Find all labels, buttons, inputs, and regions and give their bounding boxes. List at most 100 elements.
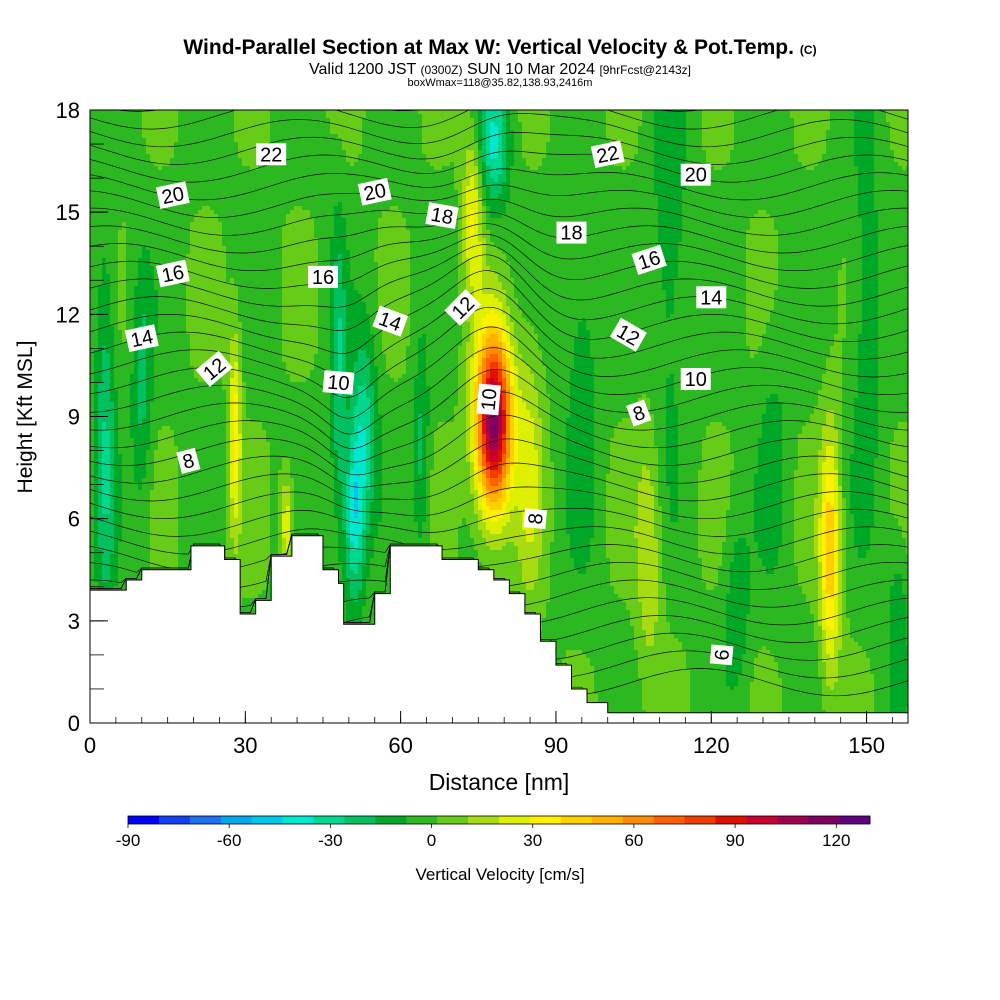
w-cell <box>102 182 107 187</box>
w-cell <box>98 298 103 303</box>
w-cell <box>110 394 115 399</box>
w-cell <box>122 514 127 519</box>
w-cell <box>106 246 111 251</box>
w-cell <box>90 398 95 403</box>
w-cell <box>98 178 103 183</box>
w-cell <box>102 378 107 383</box>
w-cell <box>130 278 135 283</box>
w-cell <box>118 514 123 519</box>
w-cell <box>110 274 115 279</box>
w-cell <box>122 218 127 223</box>
w-cell <box>130 266 135 271</box>
w-cell <box>134 218 139 223</box>
w-cell <box>102 522 107 527</box>
w-cell <box>90 406 95 411</box>
w-cell <box>118 274 123 279</box>
w-cell <box>98 114 103 119</box>
w-cell <box>114 238 119 243</box>
w-cell <box>114 162 119 167</box>
w-cell <box>102 150 107 155</box>
w-cell <box>102 350 107 355</box>
w-cell <box>114 382 119 387</box>
w-cell <box>122 270 127 275</box>
w-cell <box>98 402 103 407</box>
w-cell <box>114 338 119 343</box>
w-cell <box>94 478 99 483</box>
w-cell <box>130 214 135 219</box>
w-cell <box>134 118 139 123</box>
w-cell <box>102 386 107 391</box>
w-cell <box>118 294 123 299</box>
w-cell <box>98 302 103 307</box>
w-cell <box>98 522 103 527</box>
w-cell <box>110 330 115 335</box>
w-cell <box>114 450 119 455</box>
w-cell <box>98 110 103 115</box>
w-cell <box>122 458 127 463</box>
w-cell <box>134 266 139 271</box>
w-cell <box>106 158 111 163</box>
w-cell <box>134 130 139 135</box>
w-cell <box>90 214 95 219</box>
w-cell <box>90 326 95 331</box>
w-cell <box>122 370 127 375</box>
w-cell <box>114 474 119 479</box>
w-cell <box>130 534 135 539</box>
w-cell <box>126 374 131 379</box>
w-cell <box>114 230 119 235</box>
w-cell <box>90 238 95 243</box>
w-cell <box>106 110 111 115</box>
w-cell <box>94 374 99 379</box>
w-cell <box>94 434 99 439</box>
w-cell <box>106 126 111 131</box>
w-cell <box>122 478 127 483</box>
w-cell <box>110 306 115 311</box>
w-cell <box>114 378 119 383</box>
w-cell <box>134 122 139 127</box>
w-cell <box>98 406 103 411</box>
w-cell <box>94 322 99 327</box>
w-cell <box>122 574 127 579</box>
w-cell <box>98 182 103 187</box>
w-cell <box>122 250 127 255</box>
w-cell <box>102 410 107 415</box>
w-cell <box>90 138 95 143</box>
w-cell <box>126 166 131 171</box>
w-cell <box>102 454 107 459</box>
w-cell <box>134 234 139 239</box>
w-cell <box>114 334 119 339</box>
w-cell <box>130 390 135 395</box>
w-cell <box>98 246 103 251</box>
w-cell <box>114 154 119 159</box>
w-cell <box>118 218 123 223</box>
w-cell <box>118 450 123 455</box>
w-cell <box>114 454 119 459</box>
w-cell <box>94 542 99 547</box>
w-cell <box>118 278 123 283</box>
w-cell <box>102 406 107 411</box>
w-cell <box>94 358 99 363</box>
w-cell <box>114 266 119 271</box>
w-cell <box>90 554 95 559</box>
w-cell <box>106 294 111 299</box>
w-cell <box>106 470 111 475</box>
w-cell <box>114 186 119 191</box>
w-cell <box>130 122 135 127</box>
w-cell <box>122 534 127 539</box>
w-cell <box>126 126 131 131</box>
w-cell <box>106 482 111 487</box>
w-cell <box>134 154 139 159</box>
w-cell <box>118 266 123 271</box>
w-cell <box>110 250 115 255</box>
w-cell <box>130 518 135 523</box>
w-cell <box>110 414 115 419</box>
w-cell <box>94 230 99 235</box>
w-cell <box>98 422 103 427</box>
w-cell <box>122 490 127 495</box>
w-cell <box>134 270 139 275</box>
w-cell <box>110 242 115 247</box>
w-cell <box>98 574 103 579</box>
w-cell <box>110 442 115 447</box>
w-cell <box>94 274 99 279</box>
w-cell <box>98 494 103 499</box>
